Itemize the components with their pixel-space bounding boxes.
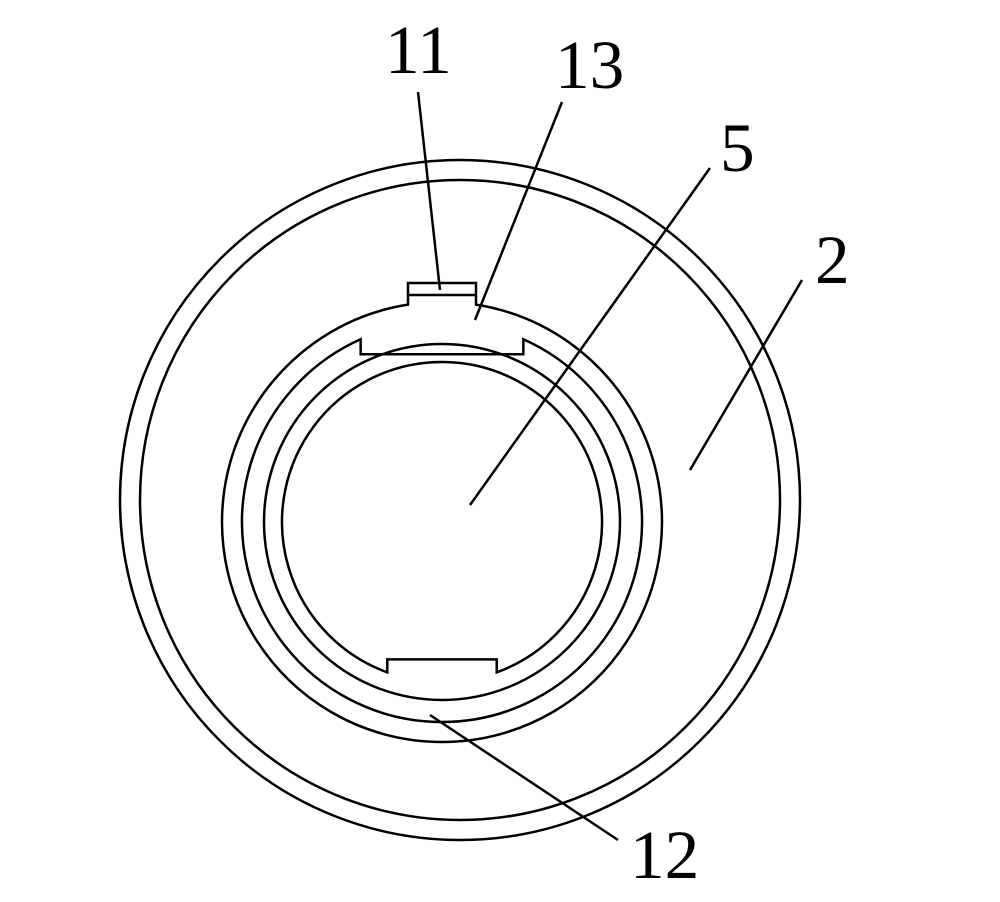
circle5-inner-bottom-slot xyxy=(282,362,602,672)
label-5: 5 xyxy=(720,108,755,188)
leader-2 xyxy=(690,280,802,470)
label-12: 12 xyxy=(630,815,699,895)
label-13: 13 xyxy=(555,25,624,105)
leader-13 xyxy=(475,102,562,320)
leader-12 xyxy=(430,715,618,840)
label-11: 11 xyxy=(385,10,452,90)
inner-ring-outer-with-bump xyxy=(222,283,662,742)
inner-ring-inner-top-slot xyxy=(242,339,642,722)
leader-11 xyxy=(418,92,440,290)
leader-5 xyxy=(470,168,710,505)
label-2: 2 xyxy=(815,220,850,300)
circle5-outer xyxy=(264,344,620,700)
outer-circle-inner xyxy=(140,180,780,820)
